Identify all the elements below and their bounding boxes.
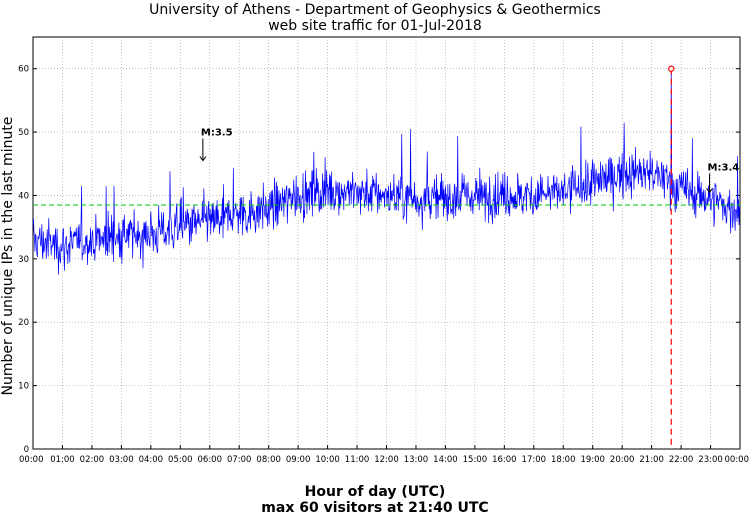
x-tick-label: 21:00: [639, 455, 664, 465]
x-tick-label: 09:00: [286, 455, 311, 465]
x-tick-label: 05:00: [168, 455, 193, 465]
chart-title: University of Athens - Department of Geo…: [149, 2, 601, 18]
y-tick-label: 10: [18, 382, 29, 392]
x-tick-label: 13:00: [404, 455, 429, 465]
annotations: M:3.5 M:3.4: [199, 127, 740, 194]
x-tick-label: 00:00: [19, 455, 44, 465]
y-tick-label: 30: [18, 255, 29, 265]
x-tick-label: 04:00: [139, 455, 164, 465]
x-tick-label: 18:00: [551, 455, 576, 465]
x-tick-label: 02:00: [80, 455, 105, 465]
axis-ticks: 0 10 20 30 40 50 60 00:00 01:00 02:00 03:00 04:00 05…: [18, 65, 749, 465]
x-tick-label: 03:00: [109, 455, 134, 465]
grid: [33, 37, 740, 449]
x-tick-label: 19:00: [580, 455, 605, 465]
y-tick-label: 40: [18, 191, 29, 201]
traffic-series-line: [32, 68, 740, 275]
annotation-arrow-head: [706, 187, 713, 194]
x-tick-label: 06:00: [198, 455, 223, 465]
x-tick-label: 12:00: [374, 455, 399, 465]
x-tick-label: 07:00: [227, 455, 252, 465]
x-tick-label: 10:00: [315, 455, 340, 465]
x-tick-label: 08:00: [256, 455, 281, 465]
x-tick-label: 00:00: [725, 455, 750, 465]
x-tick-label: 01:00: [50, 455, 75, 465]
x-tick-label: 20:00: [610, 455, 635, 465]
annotation-label: M:3.5: [201, 127, 233, 138]
annotation-arrow-head: [199, 156, 207, 162]
y-tick-label: 50: [18, 128, 29, 138]
y-tick-label: 20: [18, 318, 29, 328]
y-tick-label: 60: [18, 65, 29, 75]
max-caption: max 60 visitors at 21:40 UTC: [261, 500, 489, 516]
max-marker: [668, 65, 675, 72]
x-tick-label: 15:00: [463, 455, 488, 465]
chart-subtitle: web site traffic for 01-Jul-2018: [268, 18, 482, 34]
annotation-label: M:3.4: [708, 162, 740, 173]
x-tick-label: 22:00: [669, 455, 694, 465]
plot-frame: [32, 36, 741, 450]
x-axis-label: Hour of day (UTC): [304, 484, 446, 500]
x-tick-label: 23:00: [698, 455, 723, 465]
x-tick-label: 17:00: [522, 455, 547, 465]
y-tick-label: 0: [24, 445, 29, 455]
x-tick-label: 16:00: [492, 455, 517, 465]
x-tick-label: 11:00: [345, 455, 370, 465]
x-tick-label: 14:00: [433, 455, 458, 465]
y-axis-label: Number of unique IPs in the last minute: [0, 116, 16, 396]
